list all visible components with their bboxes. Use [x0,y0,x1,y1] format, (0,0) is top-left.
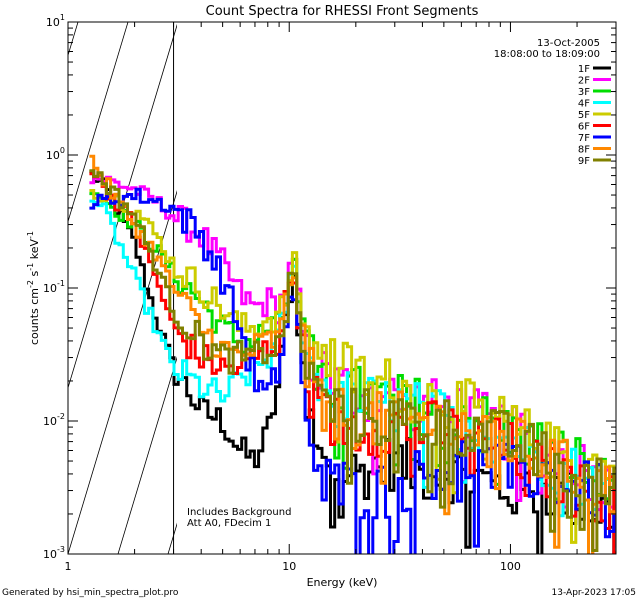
date-label: 13-Oct-2005 [537,38,600,49]
series-line-7F [89,187,616,554]
y-tick-label: 10-3 [43,545,65,561]
y-tick-exponent: -3 [57,545,65,554]
x-axis-title: Energy (keV) [307,576,378,589]
annotation-attenuator: Att A0, FDecim 1 [187,518,271,529]
y-tick-base: 10 [46,16,60,29]
series-line-8F [89,154,616,554]
y-tick-label: 10-2 [43,412,65,428]
hatch-line [0,22,28,554]
legend-label-4F: 4F [578,99,590,110]
y-axis-title-exp3: -1 [26,231,35,239]
series-line-9F [89,169,616,552]
y-tick-exponent: 1 [60,13,65,22]
footer-timestamp: 13-Apr-2023 17:05 [552,588,636,598]
y-axis-title-exp1: -2 [26,280,35,288]
y-tick-label: 101 [46,13,65,29]
series-line-6F [89,172,616,554]
hatch-line [68,22,129,223]
y-tick-base: 10 [46,149,60,162]
legend-label-1F: 1F [578,64,590,75]
legend-label-3F: 3F [578,87,590,98]
y-tick-label: 100 [46,146,65,162]
legend-label-8F: 8F [578,145,590,156]
x-tick-label: 1 [65,560,72,573]
legend-label-2F: 2F [578,76,590,87]
legend-label-5F: 5F [578,110,590,121]
y-tick-label: 10-1 [43,279,65,295]
hatched-region [0,22,640,554]
y-axis-title-exp2: -1 [26,263,35,271]
footer-generator: Generated by hsi_min_spectra_plot.pro [2,588,179,598]
x-tick-label: 10 [282,560,296,573]
y-tick-base: 10 [43,548,57,561]
x-tick-label: 100 [500,560,521,573]
y-tick-exponent: -2 [57,412,65,421]
y-axis-title-mid: s [28,270,41,279]
annotation-background: Includes Background [187,507,291,518]
chart-title: Count Spectra for RHESSI Front Segments [206,4,479,19]
hatch-line [68,23,177,390]
time-range-label: 18:08:00 to 18:09:00 [494,49,600,60]
legend-label-9F: 9F [578,156,590,167]
hatch-line [117,356,177,554]
legend-label-7F: 7F [578,133,590,144]
y-tick-exponent: -1 [57,279,65,288]
hatch-line [618,22,640,554]
y-axis-title: counts cm-2 s-1 keV-1 [26,231,41,345]
y-axis-title-tail: keV [28,239,41,263]
y-axis-title-base: counts cm [28,288,41,345]
y-tick-base: 10 [43,282,57,295]
y-tick-base: 10 [43,415,57,428]
legend-label-6F: 6F [578,122,590,133]
y-tick-exponent: 0 [60,146,65,155]
